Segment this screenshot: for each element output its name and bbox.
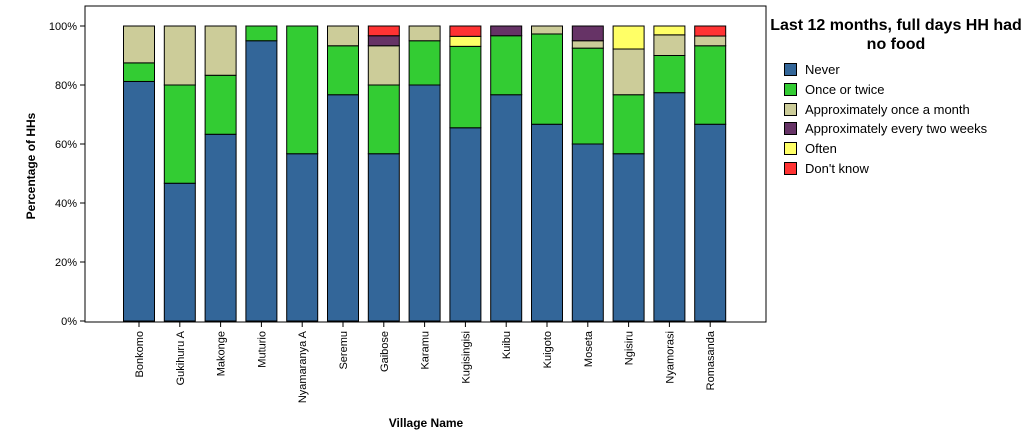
legend-swatch (784, 83, 797, 97)
legend-swatch (784, 63, 797, 77)
bar-segment (449, 45, 482, 129)
bar-segment (694, 35, 727, 47)
bar-segment (449, 35, 482, 47)
bar-segment (367, 84, 400, 155)
bar-segment (327, 25, 359, 47)
bar-segment (612, 25, 645, 50)
x-axis-title: Village Name (389, 416, 464, 430)
legend-item: Approximately once a month (770, 99, 1022, 119)
bar-segment (408, 25, 441, 42)
x-tick-label: Kugisingisi (460, 331, 472, 384)
legend-label: Approximately once a month (805, 101, 970, 117)
legend-item: Once or twice (770, 80, 1022, 100)
bar-segment (531, 33, 563, 125)
legend-title: Last 12 months, full days HH had no food (770, 17, 1022, 53)
bar-segment (367, 35, 400, 47)
bar-segment (245, 40, 278, 322)
x-tick-label: Kuigoto (542, 331, 554, 368)
x-tick-label: Makonge (216, 331, 228, 376)
bar-segment (571, 25, 604, 42)
bar-segment (612, 94, 645, 155)
legend-item: Often (770, 139, 1022, 159)
legend-swatch (784, 122, 797, 136)
y-tick-label: 0% (61, 316, 77, 328)
bars-group (123, 25, 727, 322)
chart: 0% 20% 40% 60% 80% 100% Bonkomo Gukihuru A Mako… (24, 5, 767, 430)
bar-segment (653, 55, 686, 94)
bar-segment (123, 80, 155, 322)
bar-segment (245, 25, 278, 42)
bar-segment (163, 182, 196, 322)
x-tick-label: Karamu (420, 331, 432, 370)
bar-segment (408, 40, 441, 86)
bar-segment (449, 25, 482, 37)
x-tick-label: Romasanda (705, 330, 717, 390)
x-tick-label: Muturio (256, 331, 268, 368)
legend-label: Don't know (805, 160, 869, 176)
x-tick-label: Seremu (338, 331, 350, 370)
bar-segment (571, 47, 604, 145)
x-tick-label: Kuibu (501, 331, 513, 359)
bar-segment (204, 74, 237, 135)
x-tick-label: Gukihuru A (175, 330, 187, 385)
bar-segment (163, 84, 196, 184)
legend-label: Never (805, 62, 840, 78)
y-tick-label: 20% (55, 257, 77, 269)
legend-item: Never (770, 60, 1022, 80)
legend-swatch (784, 161, 797, 175)
legend-label: Once or twice (805, 82, 885, 98)
y-axis-title: Percentage of HHs (24, 112, 38, 219)
bar-segment (694, 45, 727, 125)
bar-segment (653, 34, 686, 56)
bar-segment (367, 25, 400, 37)
bar-segment (204, 133, 237, 322)
y-tick-label: 80% (55, 80, 77, 92)
legend-items: Never Once or twice Approximately once a m… (770, 60, 1022, 178)
bar-segment (612, 48, 645, 96)
bar-segment (327, 45, 359, 96)
bar-segment (612, 153, 645, 322)
x-tick-label: Moseta (583, 330, 595, 367)
legend-item: Don't know (770, 158, 1022, 178)
x-tick-label: Gaibose (379, 331, 391, 372)
y-tick-label: 40% (55, 198, 77, 210)
bar-segment (449, 127, 482, 322)
x-tick-label: Bonkomo (134, 331, 146, 377)
bar-segment (571, 143, 604, 322)
bar-segment (286, 153, 319, 322)
bar-segment (490, 25, 523, 37)
bar-segment (653, 92, 686, 322)
bar-segment (286, 25, 319, 155)
y-axis: 0% 20% 40% 60% 80% 100% (49, 21, 85, 328)
y-tick-label: 100% (49, 21, 77, 33)
bar-segment (204, 25, 237, 76)
bar-segment (123, 25, 155, 64)
x-tick-label: Nyamaranya A (297, 330, 309, 403)
bar-segment (163, 25, 196, 86)
legend-label: Approximately every two weeks (805, 121, 988, 137)
x-tick-label: Ngisiru (624, 331, 636, 365)
bar-segment (367, 153, 400, 322)
bar-segment (327, 94, 359, 322)
legend-swatch (784, 102, 797, 116)
bar-segment (531, 123, 563, 322)
bar-segment (571, 40, 604, 49)
legend-swatch (784, 142, 797, 156)
bar-segment (367, 45, 400, 86)
legend: Last 12 months, full days HH had no food… (770, 16, 1022, 178)
bar-segment (490, 35, 523, 96)
legend-label: Often (805, 141, 837, 157)
y-tick-label: 60% (55, 139, 77, 151)
x-axis: Bonkomo Gukihuru A Makonge Muturio Nyamarany… (134, 322, 717, 403)
bar-segment (653, 25, 686, 36)
x-tick-label: Nyamorasi (664, 331, 676, 384)
bar-segment (531, 25, 563, 35)
bar-segment (694, 123, 727, 322)
bar-segment (408, 84, 441, 322)
legend-item: Approximately every two weeks (770, 119, 1022, 139)
bar-segment (490, 94, 523, 322)
bar-segment (123, 62, 155, 82)
bar-segment (694, 25, 727, 37)
